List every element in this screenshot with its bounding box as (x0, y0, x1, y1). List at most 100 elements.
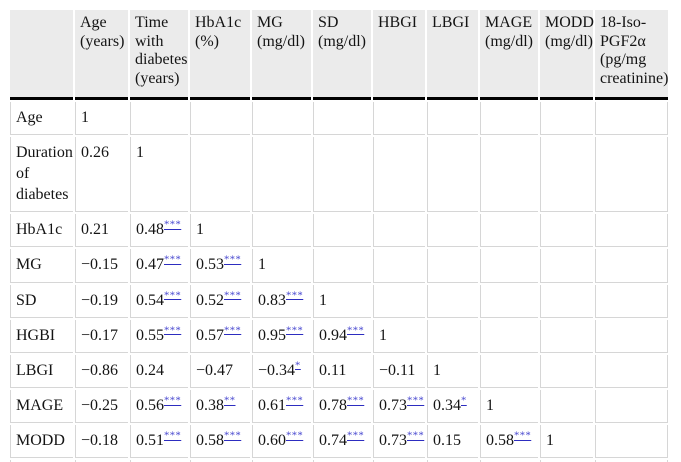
significance-marker-link[interactable]: *** (164, 430, 182, 442)
table-row: HbA1c 0.21 0.48*** 1 (10, 214, 668, 248)
correlation-cell (313, 214, 371, 248)
correlation-cell (373, 284, 425, 318)
correlation-cell: −0.17 (75, 319, 128, 353)
correlation-table: Age (years) Time with diabetes (years) HbA… (8, 8, 670, 462)
correlation-value: 0.51 (136, 431, 164, 449)
correlation-cell (427, 284, 478, 318)
correlation-cell: 0.55*** (130, 319, 188, 353)
significance-marker-link[interactable]: *** (224, 255, 242, 267)
significance-marker-link[interactable]: *** (514, 430, 532, 442)
correlation-value: −0.19 (81, 291, 119, 309)
correlation-cell: 0.53*** (190, 249, 250, 283)
correlation-value: 0.21 (81, 221, 109, 239)
correlation-value: 1 (81, 108, 89, 126)
correlation-value: 0.11 (319, 361, 347, 379)
correlation-cell: 0.52*** (190, 284, 250, 318)
correlation-cell: 0.38** (190, 389, 250, 423)
correlation-cell (427, 136, 478, 213)
correlation-cell (480, 354, 538, 388)
correlation-cell: 0.24 (130, 354, 188, 388)
correlation-cell: −0.25 (75, 389, 128, 423)
correlation-cell: 0.61*** (252, 389, 311, 423)
correlation-cell: 0.73*** (373, 389, 425, 423)
correlation-cell: 0.56*** (130, 389, 188, 423)
correlation-cell: 0.34* (427, 389, 478, 423)
correlation-cell (252, 101, 311, 135)
correlation-cell: 0.54*** (130, 284, 188, 318)
significance-marker-link[interactable]: *** (286, 430, 304, 442)
correlation-cell (540, 214, 593, 248)
correlation-value: −0.34 (258, 361, 296, 379)
table-row: Duration of diabetes 0.26 1 (10, 136, 668, 213)
correlation-cell (373, 101, 425, 135)
correlation-value: 0.57 (196, 326, 224, 344)
correlation-value: 0.26 (81, 143, 109, 161)
correlation-cell (373, 249, 425, 283)
column-header-modd: MODD (mg/dl) (540, 10, 594, 100)
row-label: 8-iso- PGF2α (10, 460, 73, 462)
correlation-value: −0.15 (81, 256, 119, 274)
significance-marker-link[interactable]: *** (164, 395, 182, 407)
correlation-cell (595, 284, 668, 318)
column-header-mage: MAGE (mg/dl) (480, 10, 538, 100)
correlation-cell (130, 101, 188, 135)
column-header-lbgi: LBGI (427, 10, 478, 100)
correlation-cell (540, 249, 593, 283)
correlation-value: −0.11 (379, 361, 416, 379)
correlation-value: 0.73 (379, 396, 407, 414)
row-label: HbA1c (10, 214, 73, 248)
correlation-value: −0.25 (81, 396, 119, 414)
correlation-cell (480, 136, 538, 213)
significance-marker-link[interactable]: *** (224, 290, 242, 302)
row-label: MG (10, 249, 73, 283)
correlation-cell (595, 101, 668, 135)
correlation-cell (427, 101, 478, 135)
correlation-value: −0.47 (196, 361, 234, 379)
significance-marker-link[interactable]: * (295, 360, 301, 372)
correlation-cell (595, 354, 668, 388)
correlation-cell: 0.83*** (252, 284, 311, 318)
correlation-value: 0.48 (136, 221, 164, 239)
significance-marker-link[interactable]: *** (164, 290, 182, 302)
row-label: MODD (10, 424, 73, 459)
correlation-cell: 0.78*** (313, 389, 371, 423)
correlation-value: 0.52 (196, 291, 224, 309)
significance-marker-link[interactable]: *** (347, 325, 365, 337)
significance-marker-link[interactable]: *** (164, 325, 182, 337)
significance-marker-link[interactable]: *** (286, 325, 304, 337)
significance-marker-link[interactable]: *** (164, 255, 182, 267)
column-header-mg: MG (mg/dl) (252, 10, 311, 100)
significance-marker-link[interactable]: *** (286, 395, 304, 407)
table-row: HGBI −0.17 0.55*** 0.57*** 0.95*** 0.94*** 1 (10, 319, 668, 353)
correlation-cell: −0.002 (373, 460, 425, 462)
significance-marker-link[interactable]: *** (407, 395, 425, 407)
correlation-cell (595, 214, 668, 248)
correlation-cell (540, 101, 593, 135)
correlation-value: 1 (546, 431, 554, 449)
significance-marker-link[interactable]: *** (347, 430, 365, 442)
significance-marker-link[interactable]: *** (407, 430, 425, 442)
correlation-cell: −0.34 (75, 460, 128, 462)
significance-marker-link[interactable]: *** (164, 219, 182, 231)
significance-marker-link[interactable]: *** (224, 430, 242, 442)
correlation-cell (427, 319, 478, 353)
significance-marker-link[interactable]: ** (224, 395, 236, 407)
correlation-value: 0.53 (196, 256, 224, 274)
correlation-cell (480, 101, 538, 135)
correlation-cell: 0.21 (75, 214, 128, 248)
correlation-value: 1 (258, 256, 266, 274)
correlation-cell: 0.13 (252, 460, 311, 462)
column-header-hbgi: HBGI (373, 10, 425, 100)
significance-marker-link[interactable]: * (461, 395, 467, 407)
significance-marker-link[interactable]: *** (224, 325, 242, 337)
correlation-value: 0.15 (433, 431, 461, 449)
significance-marker-link[interactable]: *** (286, 290, 304, 302)
correlation-cell: 0.12 (427, 460, 478, 462)
table-row: LBGI −0.86 0.24 −0.47 −0.34* 0.11 −0.11 1 (10, 354, 668, 388)
correlation-value: 0.56 (136, 396, 164, 414)
significance-marker-link[interactable]: *** (347, 395, 365, 407)
correlation-cell: 1 (595, 460, 668, 462)
correlation-value: 0.95 (258, 326, 286, 344)
correlation-value: −0.18 (81, 431, 119, 449)
correlation-cell: −0.15 (75, 249, 128, 283)
